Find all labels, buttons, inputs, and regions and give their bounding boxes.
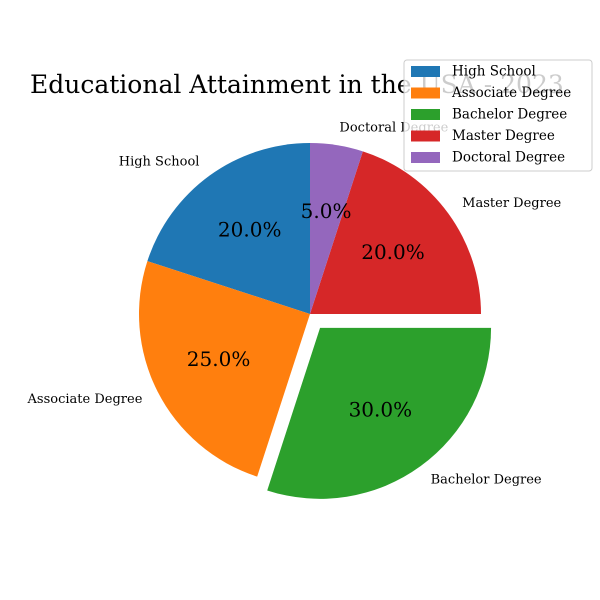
- legend-label-associate-degree: Associate Degree: [451, 85, 571, 101]
- slice-label-bachelor-degree: Bachelor Degree: [431, 473, 542, 488]
- legend-label-bachelor-degree: Bachelor Degree: [452, 107, 567, 123]
- pie-slice-doctoral-degree: [310, 143, 363, 314]
- legend-entries: High School Associate Degree Bachelor Degr…: [411, 64, 571, 166]
- legend-swatch-bachelor-degree: [411, 109, 440, 120]
- pie-slice-associate-degree: [138, 261, 310, 477]
- legend-label-master-degree: Master Degree: [452, 128, 555, 144]
- slice-label-high-school: High School: [119, 154, 200, 169]
- pct-label-associate-degree: 25.0%: [187, 347, 251, 371]
- legend-box: [403, 59, 593, 172]
- slice-label-associate-degree: Associate Degree: [27, 392, 143, 407]
- pct-label-doctoral-degree: 5.0%: [301, 199, 352, 223]
- pct-label-high-school: 20.0%: [218, 217, 282, 241]
- pct-label-master-degree: 20.0%: [361, 240, 425, 264]
- legend-swatch-associate-degree: [411, 87, 440, 99]
- legend: High School Associate Degree Bachelor Degr…: [403, 59, 593, 172]
- legend-label-doctoral-degree: Doctoral Degree: [452, 150, 565, 166]
- pie-slice-bachelor-degree: [267, 327, 492, 499]
- pie-slices: [138, 143, 492, 499]
- legend-swatch-doctoral-degree: [411, 152, 440, 163]
- slice-label-master-degree: Master Degree: [462, 196, 561, 211]
- pie-slice-high-school: [147, 143, 310, 314]
- pie-slice-master-degree: [310, 151, 481, 314]
- percentage-labels: 20.0% 25.0% 30.0% 20.0% 5.0%: [187, 199, 425, 421]
- pct-label-bachelor-degree: 30.0%: [349, 397, 413, 421]
- legend-swatch-master-degree: [411, 130, 440, 142]
- legend-label-high-school: High School: [452, 64, 536, 80]
- legend-swatch-high-school: [411, 66, 440, 77]
